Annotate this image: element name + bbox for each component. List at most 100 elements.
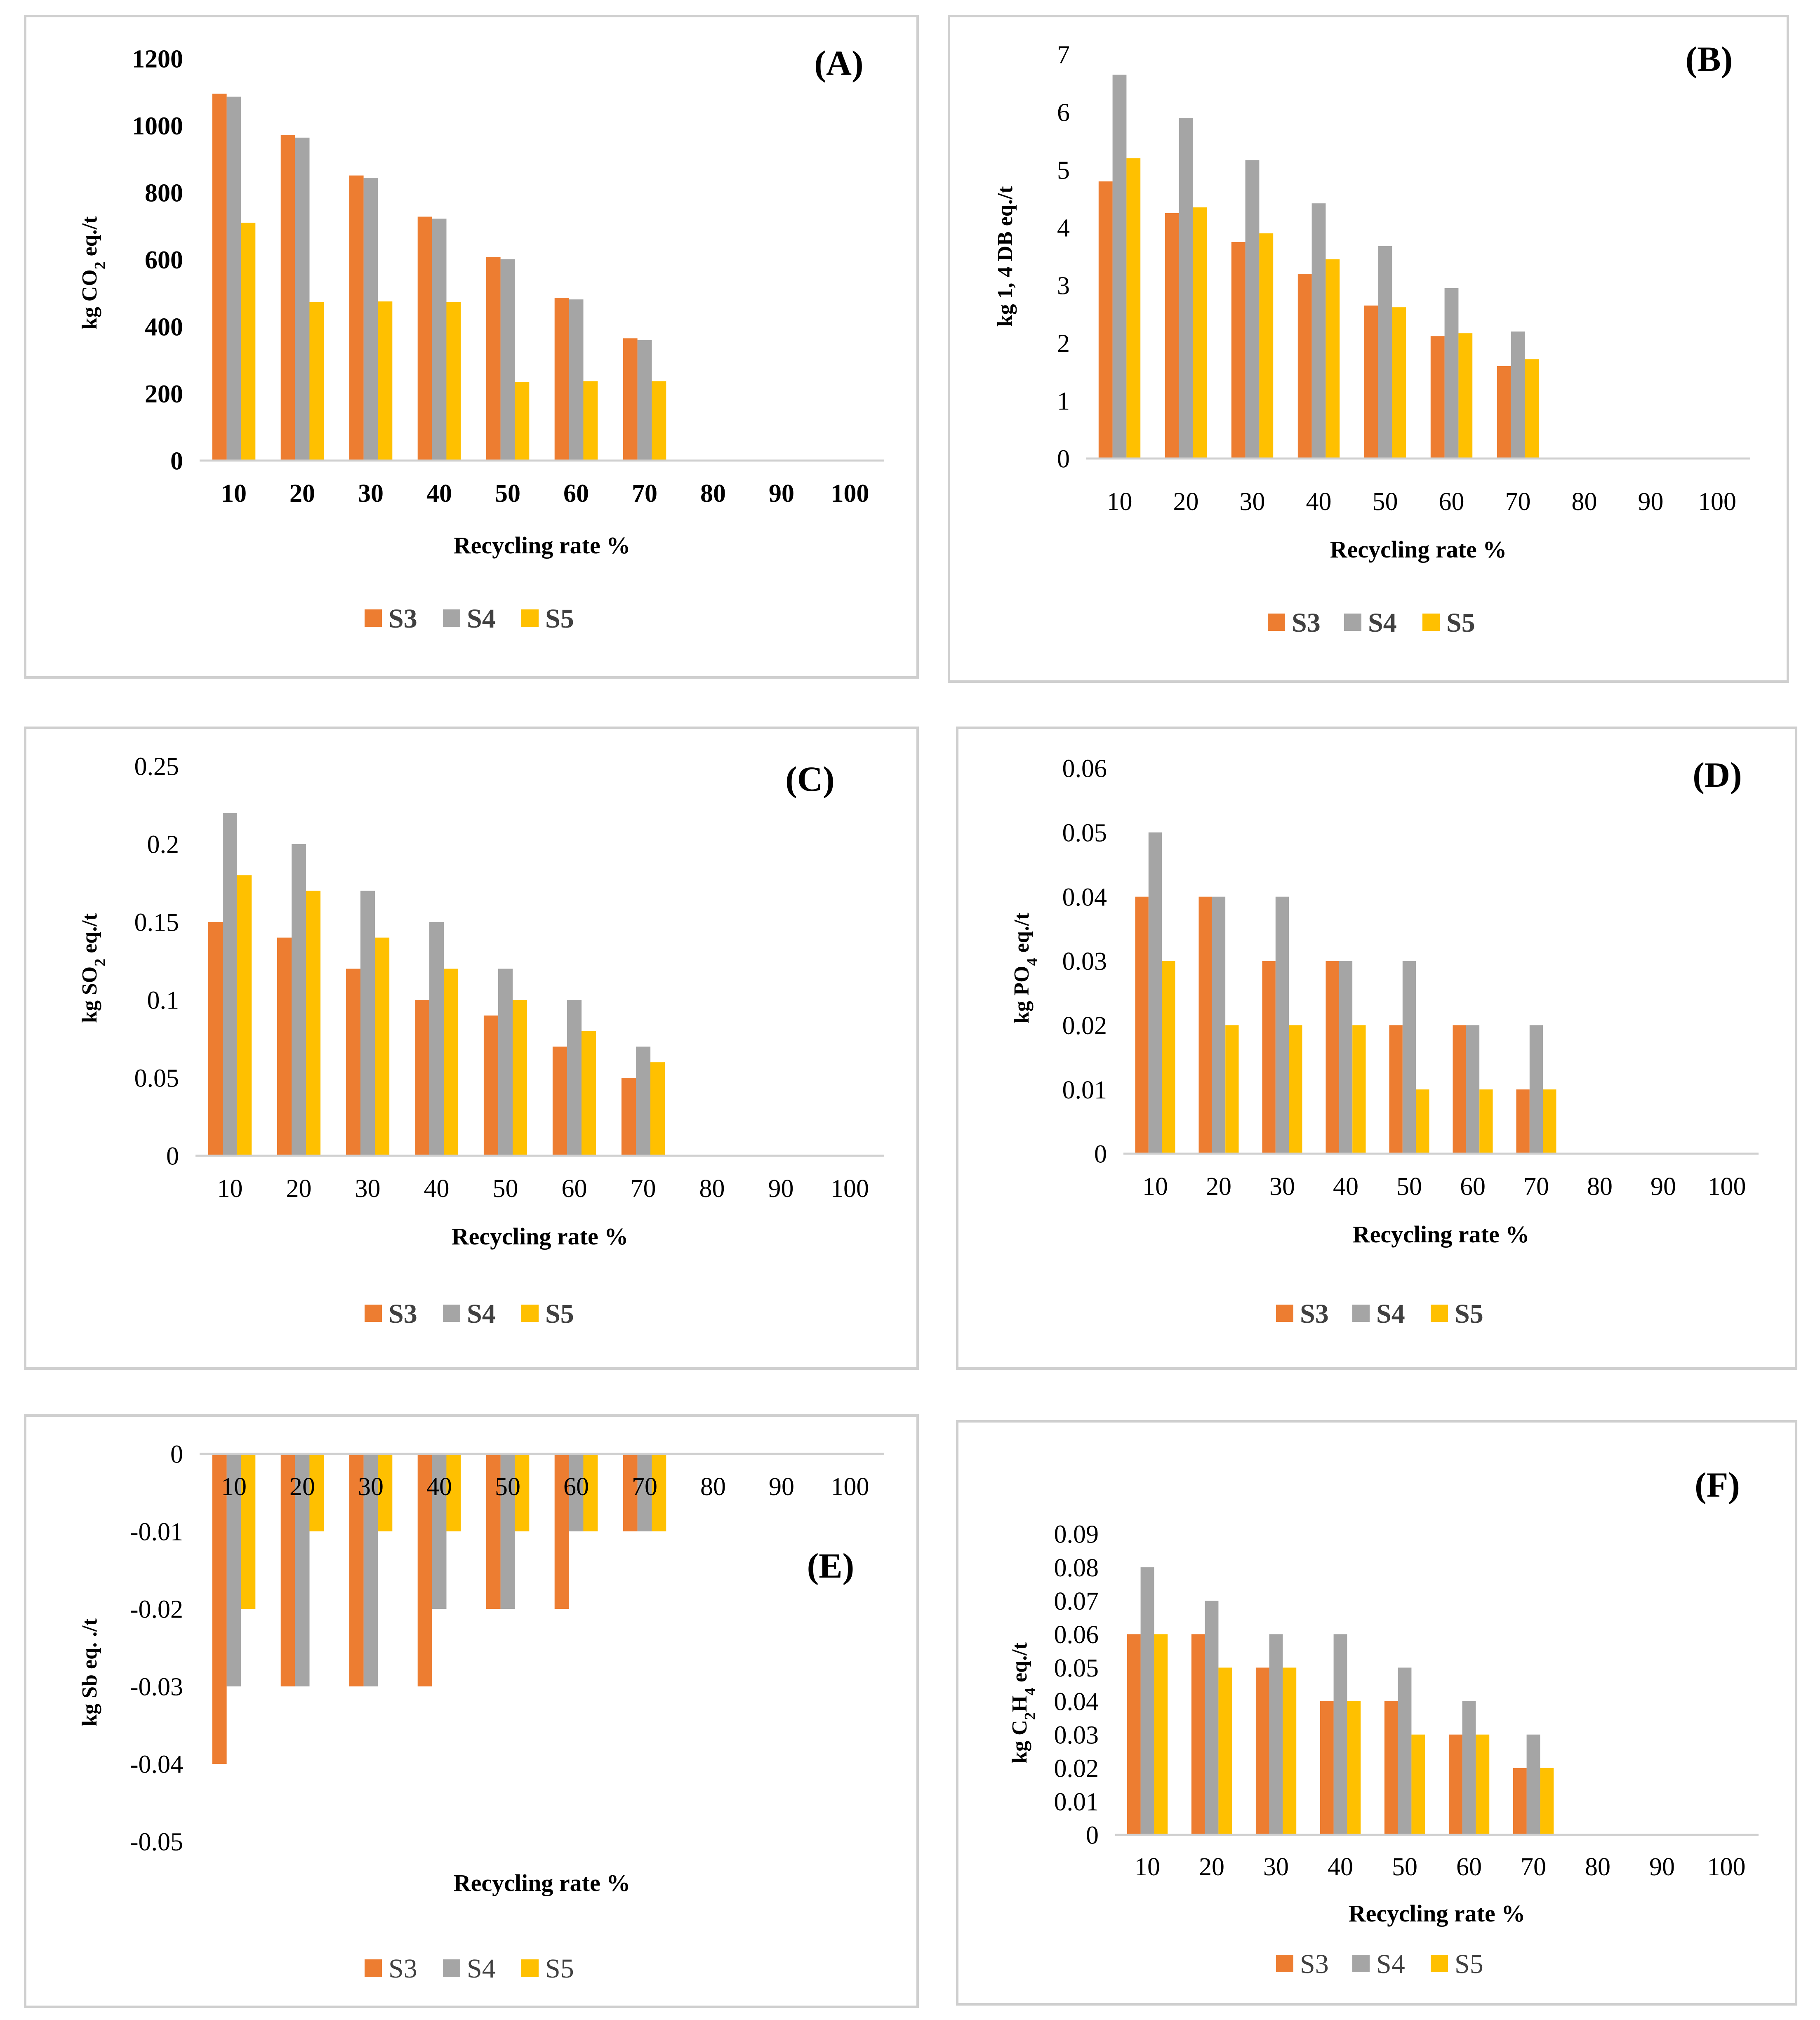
bar-s4-70 <box>1511 332 1525 459</box>
bar-s3-60 <box>554 298 569 461</box>
x-tick-label: 40 <box>1306 488 1332 516</box>
bar-s5-70 <box>1543 1089 1556 1154</box>
y-tick-label: 7 <box>1057 41 1070 69</box>
bar-s4-30 <box>363 1454 378 1686</box>
bar-s3-30 <box>346 969 360 1156</box>
bar-s4-10 <box>1148 832 1162 1154</box>
bar-s3-60 <box>554 1454 569 1609</box>
x-tick-label: 90 <box>1649 1853 1675 1881</box>
bar-s4-20 <box>1205 1601 1219 1835</box>
legend-label-s5: S5 <box>545 1954 574 1984</box>
legend-label-s4: S4 <box>1368 608 1397 638</box>
x-tick-label: 30 <box>358 480 384 508</box>
y-tick-label: 4 <box>1057 214 1070 242</box>
bar-s3-30 <box>349 175 364 461</box>
x-tick-label: 20 <box>290 480 315 508</box>
bar-s4-20 <box>292 844 306 1156</box>
x-tick-label: 50 <box>495 480 520 508</box>
bar-s3-70 <box>1516 1089 1530 1154</box>
bar-s5-30 <box>378 301 393 461</box>
x-tick-label: 90 <box>1638 488 1664 516</box>
bar-s3-20 <box>1165 213 1179 459</box>
y-tick-label: 1200 <box>132 45 183 73</box>
bar-s4-10 <box>226 96 241 461</box>
bar-s5-30 <box>1283 1667 1297 1835</box>
legend-swatch-s5 <box>1431 1955 1448 1972</box>
legend-swatch-s4 <box>443 1305 460 1322</box>
bar-s4-40 <box>1333 1634 1347 1835</box>
bar-s4-40 <box>429 922 444 1156</box>
x-tick-label: 70 <box>632 1473 657 1501</box>
x-tick-label: 60 <box>563 480 589 508</box>
x-tick-label: 80 <box>1587 1173 1613 1201</box>
x-tick-label: 100 <box>1698 488 1736 516</box>
y-tick-label: 0.1 <box>147 987 179 1015</box>
y-axis-label: kg C2H4 eq./t <box>1008 1642 1039 1763</box>
bar-s4-40 <box>1311 203 1326 459</box>
bar-s4-20 <box>295 1454 310 1686</box>
bar-s3-70 <box>623 338 638 461</box>
bar-s3-10 <box>1135 896 1149 1154</box>
legend-label-s5: S5 <box>545 604 574 634</box>
x-tick-label: 90 <box>768 1175 794 1203</box>
bar-s4-20 <box>295 137 310 461</box>
bar-s5-50 <box>1411 1734 1425 1835</box>
bar-s5-60 <box>1479 1089 1493 1154</box>
legend-label-s3: S3 <box>1300 1299 1329 1329</box>
x-tick-label: 10 <box>1107 488 1132 516</box>
bar-s4-70 <box>637 1454 652 1531</box>
bar-s3-50 <box>486 1454 501 1609</box>
chart-f-svg: 0 0.01 0.02 0.03 0.04 0.05 0.06 0.07 0.08 0.09 10 2… <box>1008 1465 1759 1979</box>
legend-swatch-s4 <box>1352 1955 1370 1972</box>
y-tick-label: 0.15 <box>134 909 179 937</box>
y-tick-label: 0 <box>1086 1822 1099 1850</box>
x-tick-label: 70 <box>1505 488 1531 516</box>
bar-s5-40 <box>446 1454 461 1531</box>
x-tick-label: 80 <box>700 480 726 508</box>
legend-swatch-s3 <box>1268 614 1285 631</box>
bar-s3-20 <box>280 1454 295 1686</box>
x-tick-label: 50 <box>1392 1853 1417 1881</box>
legend-swatch-s3 <box>365 609 382 627</box>
bar-s3-50 <box>1364 306 1378 459</box>
x-tick-label: 30 <box>358 1473 384 1501</box>
y-tick-label: 0.04 <box>1062 883 1107 911</box>
x-tick-label: 20 <box>290 1473 315 1501</box>
bar-s5-20 <box>309 1454 324 1531</box>
y-tick-label: 600 <box>145 246 183 274</box>
bar-s3-40 <box>417 216 432 461</box>
legend-label-s3: S3 <box>1300 1949 1329 1979</box>
y-tick-label: 2 <box>1057 330 1070 358</box>
x-tick-label: 30 <box>1263 1853 1289 1881</box>
y-tick-label: -0.02 <box>130 1596 183 1624</box>
legend-label-s3: S3 <box>388 1954 417 1984</box>
legend-label-s3: S3 <box>1292 608 1321 638</box>
x-tick-label: 60 <box>1456 1853 1482 1881</box>
bar-s3-40 <box>414 1000 429 1156</box>
y-tick-label: 1000 <box>132 112 183 140</box>
x-tick-label: 60 <box>562 1175 587 1203</box>
y-tick-label: 0.06 <box>1062 755 1107 783</box>
y-tick-label: 0.03 <box>1054 1721 1099 1749</box>
y-axis-label: kg CO2 eq./t <box>78 216 109 329</box>
bar-s4-30 <box>1269 1634 1283 1835</box>
bar-s4-30 <box>1245 160 1260 459</box>
x-tick-label: 100 <box>831 480 869 508</box>
bar-s5-50 <box>515 382 530 461</box>
y-tick-label: 0 <box>1057 445 1070 473</box>
bar-s4-50 <box>1402 961 1416 1154</box>
y-tick-label: 200 <box>145 380 183 408</box>
y-tick-label: 0 <box>170 1441 183 1469</box>
legend-swatch-s5 <box>521 609 539 627</box>
bar-s3-30 <box>1262 961 1276 1154</box>
bar-s5-10 <box>241 223 256 461</box>
bar-s3-30 <box>349 1454 364 1686</box>
x-axis-label: Recycling rate % <box>454 532 630 559</box>
bar-s5-60 <box>1458 333 1473 459</box>
y-tick-label: 6 <box>1057 99 1070 127</box>
y-tick-label: 0.05 <box>1054 1654 1099 1682</box>
bar-s5-40 <box>446 302 461 461</box>
chart-a-svg: 0 200 400 600 800 1000 1200 10 20 30 40 50 60 70 80 90 1… <box>78 43 884 634</box>
x-tick-label: 70 <box>1521 1853 1546 1881</box>
x-tick-label: 50 <box>1396 1173 1422 1201</box>
